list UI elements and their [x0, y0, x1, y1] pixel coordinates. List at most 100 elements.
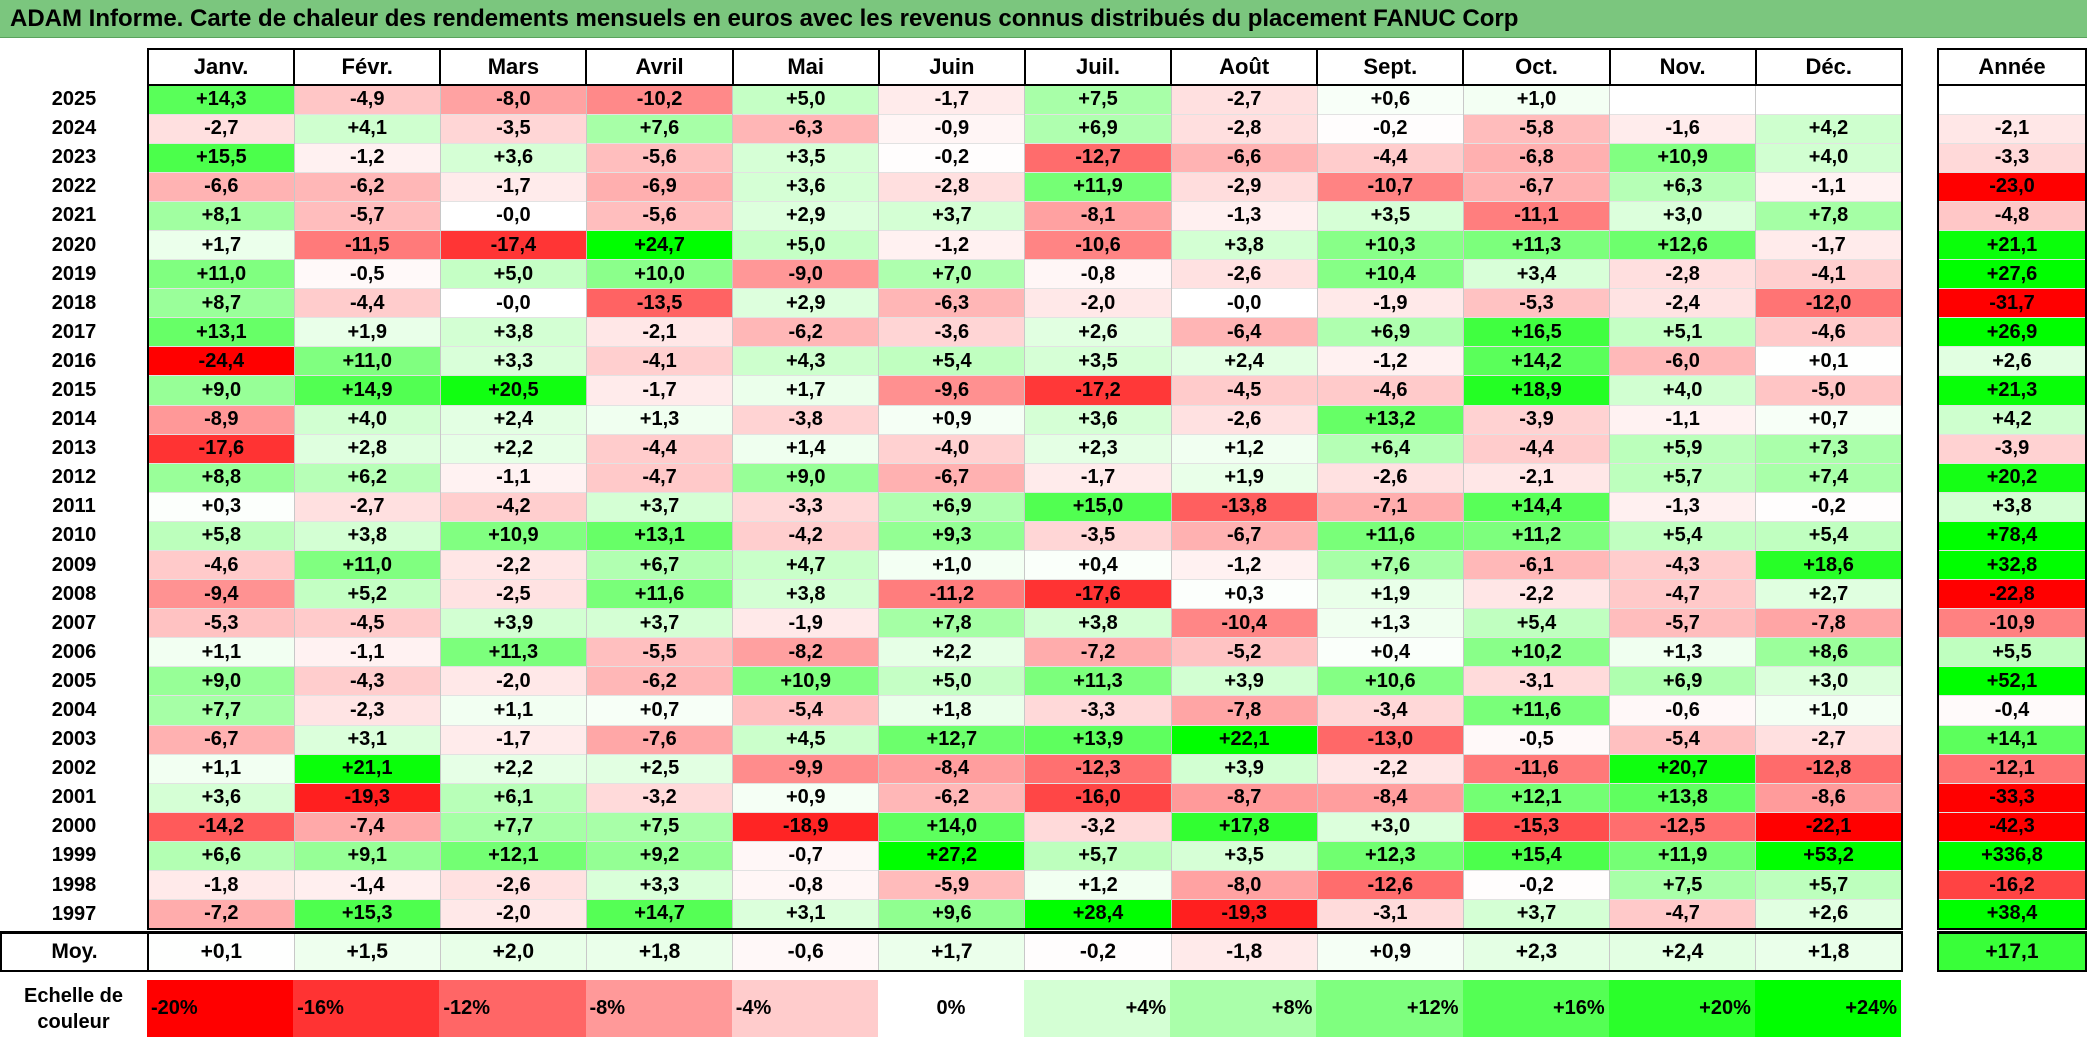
- heatmap-cell-2013-avril: -4,4: [585, 433, 734, 464]
- heatmap-cell-2016-avril: -4,1: [585, 346, 734, 376]
- table-row: 2003 -6,7 +3,1 -1,7 -7,6 +4,5 +12,7 +13,9 +22,1-…: [1, 724, 1903, 755]
- heatmap-cell-2019-nov: -2,8: [1609, 259, 1757, 289]
- year-label-2009: 2009: [1, 550, 148, 580]
- heatmap-cell-2000-mai: -18,9: [732, 811, 880, 842]
- heatmap-cell-1998-mars: -2,6: [439, 870, 587, 900]
- annual-cell-2013: -3,9: [1937, 433, 2087, 464]
- scale-swatch-plusminus-8pct: +8%: [1170, 980, 1317, 1037]
- heatmap-cell-2022-aout: -2,9: [1170, 171, 1318, 202]
- heatmap-cell-2006-nov: +1,3: [1609, 637, 1757, 667]
- heatmap-cell-2013-aout: +1,2: [1170, 433, 1318, 464]
- heatmap-cell-1999-aout: +3,5: [1170, 840, 1318, 871]
- heatmap-cell-2020-nov: +12,6: [1609, 229, 1757, 260]
- heatmap-cell-2002-nov: +20,7: [1609, 753, 1757, 784]
- heatmap-cell-1997-dec: +2,6: [1755, 899, 1903, 930]
- annual-cell-2000: -42,3: [1937, 811, 2087, 842]
- heatmap-cell-2013-mai: +1,4: [732, 433, 880, 464]
- scale-swatch-0pct: 0%: [877, 980, 1025, 1037]
- heatmap-cell-2010-nov: +5,4: [1609, 520, 1757, 551]
- heatmap-cell-2003-oct: -0,5: [1462, 724, 1611, 755]
- heatmap-cell-2019-sept: +10,4: [1316, 259, 1464, 289]
- scale-swatch-plusminus-24pct: +24%: [1754, 980, 1902, 1037]
- heatmap-cell-2005-nov: +6,9: [1609, 666, 1757, 696]
- heatmap-cell-2013-mars: +2,2: [439, 433, 587, 464]
- table-row: 2025 +14,3 -4,9 -8,0 -10,2 +5,0 -1,7 +7,5 -2,7 +0…: [1, 84, 1903, 115]
- heatmap-cell-2003-avril: -7,6: [585, 724, 734, 755]
- heatmap-cell-2003-janv: -6,7: [146, 724, 295, 755]
- average-cell-nov: +2,4: [1609, 931, 1757, 972]
- heatmap-cell-2007-fevr: -4,5: [293, 608, 441, 638]
- heatmap-cell-2010-juil: -3,5: [1024, 520, 1172, 551]
- heatmap-cell-2016-juil: +3,5: [1024, 346, 1172, 376]
- scale-swatch-minus-20pct: -20%: [147, 980, 294, 1037]
- heatmap-cell-2017-juin: -3,6: [878, 317, 1026, 347]
- heatmap-cell-2021-mars: -0,0: [439, 200, 587, 231]
- heatmap-cell-2024-aout: -2,8: [1170, 113, 1318, 144]
- heatmap-cell-2011-sept: -7,1: [1316, 491, 1464, 522]
- average-cell-dec: +1,8: [1755, 931, 1903, 972]
- heatmap-cell-2024-avril: +7,6: [585, 113, 734, 144]
- heatmap-cell-1999-mars: +12,1: [439, 840, 587, 871]
- heatmap-cell-2000-avril: +7,5: [585, 811, 734, 842]
- heatmap-cell-2010-avril: +13,1: [585, 520, 734, 551]
- heatmap-cell-1998-avril: +3,3: [585, 870, 734, 900]
- heatmap-cell-2009-juil: +0,4: [1024, 549, 1172, 580]
- heatmap-cell-2014-avril: +1,3: [585, 404, 734, 435]
- heatmap-cell-2009-juin: +1,0: [878, 549, 1026, 580]
- heatmap-cell-1997-fevr: +15,3: [293, 899, 441, 930]
- year-label-2015: 2015: [1, 375, 148, 406]
- heatmap-cell-2011-mai: -3,3: [732, 491, 880, 522]
- heatmap-cell-2003-mars: -1,7: [439, 724, 587, 755]
- heatmap-cell-2008-fevr: +5,2: [293, 579, 441, 609]
- year-label-2010: 2010: [1, 521, 148, 551]
- annual-cell-2005: +52,1: [1937, 666, 2087, 696]
- heatmap-cell-2001-avril: -3,2: [585, 782, 734, 813]
- month-header-dec: Déc.: [1754, 48, 1903, 86]
- average-label: Moy.: [0, 931, 148, 972]
- heatmap-cell-2007-juin: +7,8: [878, 608, 1026, 638]
- heatmap-cell-1998-juin: -5,9: [878, 870, 1026, 900]
- heatmap-cell-2002-juin: -8,4: [878, 753, 1026, 784]
- scale-swatch-plusminus-4pct: +4%: [1024, 980, 1171, 1037]
- table-row: 2016 -24,4 +11,0 +3,3 -4,1 +4,3 +5,4 +3,5 +2,4 -1…: [1, 346, 1903, 376]
- heatmap-cell-2007-avril: +3,7: [585, 608, 734, 638]
- heatmap-cell-2023-nov: +10,9: [1609, 142, 1757, 173]
- heatmap-cell-2011-avril: +3,7: [585, 491, 734, 522]
- heatmap-cell-2009-dec: +18,6: [1755, 549, 1903, 580]
- heatmap-cell-2025-juil: +7,5: [1024, 84, 1172, 115]
- color-scale: -20% -16% -12% -8% -4% 0% +4% +8% +12% +16% +20% +2…: [147, 980, 1902, 1037]
- heatmap-cell-2015-aout: -4,5: [1170, 375, 1318, 406]
- heatmap-cell-1999-juin: +27,2: [878, 840, 1026, 871]
- heatmap-cell-2006-mars: +11,3: [439, 637, 587, 667]
- heatmap-cell-2022-mars: -1,7: [439, 171, 587, 202]
- heatmap-cell-2008-mai: +3,8: [732, 579, 880, 609]
- year-label-2008: 2008: [1, 579, 148, 609]
- heatmap-cell-2004-oct: +11,6: [1462, 695, 1611, 726]
- heatmap-cell-2017-janv: +13,1: [146, 317, 295, 347]
- annual-cell-2003: +14,1: [1937, 724, 2087, 755]
- heatmap-cell-2019-juin: +7,0: [878, 259, 1026, 289]
- heatmap-cell-2010-mai: -4,2: [732, 520, 880, 551]
- annual-cell-2025: [1937, 84, 2087, 115]
- annual-cell-2016: +2,6: [1937, 346, 2087, 376]
- heatmap-cell-2006-oct: +10,2: [1462, 637, 1611, 667]
- heatmap-cell-2000-aout: +17,8: [1170, 811, 1318, 842]
- heatmap-cell-1997-juil: +28,4: [1024, 899, 1172, 930]
- heatmap-cell-2020-mars: -17,4: [439, 229, 587, 260]
- heatmap-cell-2021-janv: +8,1: [146, 200, 295, 231]
- heatmap-cell-2003-dec: -2,7: [1755, 724, 1903, 755]
- heatmap-cell-2023-mars: +3,6: [439, 142, 587, 173]
- annual-cell-2020: +21,1: [1937, 229, 2087, 260]
- heatmap-cell-2015-mars: +20,5: [439, 375, 587, 406]
- heatmap-cell-2002-mai: -9,9: [732, 753, 880, 784]
- heatmap-cell-1999-janv: +6,6: [146, 840, 295, 871]
- heatmap-cell-2006-mai: -8,2: [732, 637, 880, 667]
- heatmap-cell-2018-mai: +2,9: [732, 288, 880, 318]
- heatmap-cell-2020-fevr: -11,5: [293, 229, 441, 260]
- heatmap-cell-2015-avril: -1,7: [585, 375, 734, 406]
- heatmap-cell-2001-mars: +6,1: [439, 782, 587, 813]
- heatmap-cell-2015-fevr: +14,9: [293, 375, 441, 406]
- heatmap-cell-2007-sept: +1,3: [1316, 608, 1464, 638]
- heatmap-cell-2001-fevr: -19,3: [293, 782, 441, 813]
- heatmap-cell-2004-mars: +1,1: [439, 695, 587, 726]
